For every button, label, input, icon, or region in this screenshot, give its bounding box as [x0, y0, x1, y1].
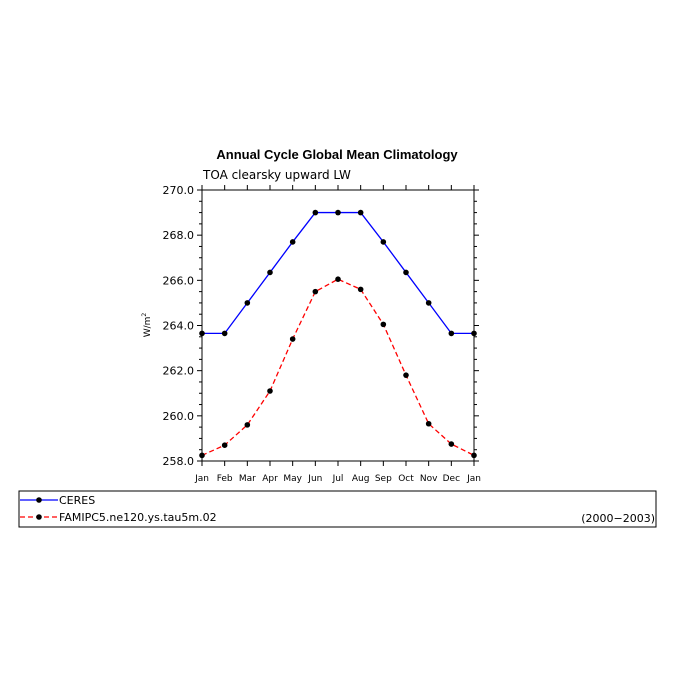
x-tick-label: May	[283, 474, 302, 484]
x-tick-labels: Jan Feb Mar Apr May Jun Jul Aug Sep Oct Nov Dec Jan	[194, 474, 481, 484]
legend: CERES FAMIPC5.ne120.ys.tau5m.02	[20, 494, 217, 524]
y-tick-label: 260.0	[163, 410, 195, 423]
series-2-point	[267, 388, 273, 394]
series-1-point	[380, 239, 387, 245]
x-tick-label: Feb	[217, 474, 233, 484]
y-tick-label: 262.0	[163, 365, 195, 378]
x-tick-label: Mar	[239, 474, 256, 484]
series-2-point	[221, 442, 228, 448]
x-tick-label: Aug	[352, 474, 370, 484]
chart-subtitle: TOA clearsky upward LW	[202, 168, 351, 182]
series-2-point	[448, 441, 455, 447]
x-tick-label: Sep	[375, 474, 392, 484]
legend-marker-2	[36, 514, 42, 520]
legend-box	[18, 490, 657, 528]
legend-marker-1	[36, 497, 42, 503]
series-2-point	[335, 276, 341, 283]
y-tick-label: 266.0	[163, 274, 195, 287]
y-tick-label: 268.0	[163, 229, 195, 242]
x-tick-label: Oct	[398, 474, 414, 484]
plot-frame	[201, 189, 475, 462]
series-1-point	[244, 300, 251, 306]
x-tick-label: Nov	[420, 474, 438, 484]
series-2-point	[199, 452, 205, 459]
series-1-point	[335, 209, 341, 216]
series-1-point	[267, 269, 273, 276]
series-1-point	[289, 239, 296, 245]
x-tick-label: Jun	[307, 474, 322, 484]
series-1-point	[448, 330, 455, 337]
series-2-point	[312, 288, 319, 295]
legend-period-note: (2000−2003)	[581, 512, 655, 525]
x-tick-label: Jul	[332, 474, 344, 484]
series-1-point	[471, 330, 477, 337]
series-2-point	[289, 336, 296, 342]
legend-label-1: CERES	[59, 494, 95, 507]
series-2-point	[357, 286, 364, 293]
y-tick-label: 264.0	[163, 320, 195, 333]
y-tick-label: 270.0	[163, 184, 195, 197]
series-2-point	[380, 321, 387, 328]
series-1-point	[221, 330, 228, 337]
y-tick-labels: 258.0 260.0 262.0 264.0 266.0 268.0 270.0	[163, 184, 195, 468]
series-1-point	[403, 269, 409, 276]
legend-label-2: FAMIPC5.ne120.ys.tau5m.02	[59, 511, 217, 524]
y-tick-label: 258.0	[163, 455, 195, 468]
series-line-1	[202, 211, 474, 335]
axis-ticks	[197, 185, 479, 466]
x-tick-label: Jan	[194, 474, 209, 484]
series-1-point	[199, 330, 205, 337]
x-tick-label: Jan	[466, 474, 481, 484]
x-tick-label: Apr	[262, 474, 278, 484]
series-1-point	[357, 209, 364, 216]
series-1-point	[312, 209, 319, 216]
chart-title: Annual Cycle Global Mean Climatology	[216, 147, 458, 162]
series-2-point	[403, 372, 409, 378]
series-2-point	[425, 420, 432, 427]
series-line-2	[201, 278, 475, 456]
series-2-point	[244, 422, 251, 428]
series-2-point	[471, 452, 477, 459]
x-tick-label: Dec	[443, 474, 460, 484]
series-group	[199, 209, 477, 459]
series-1-point	[425, 300, 432, 306]
y-axis-label: W/m2	[141, 313, 153, 338]
